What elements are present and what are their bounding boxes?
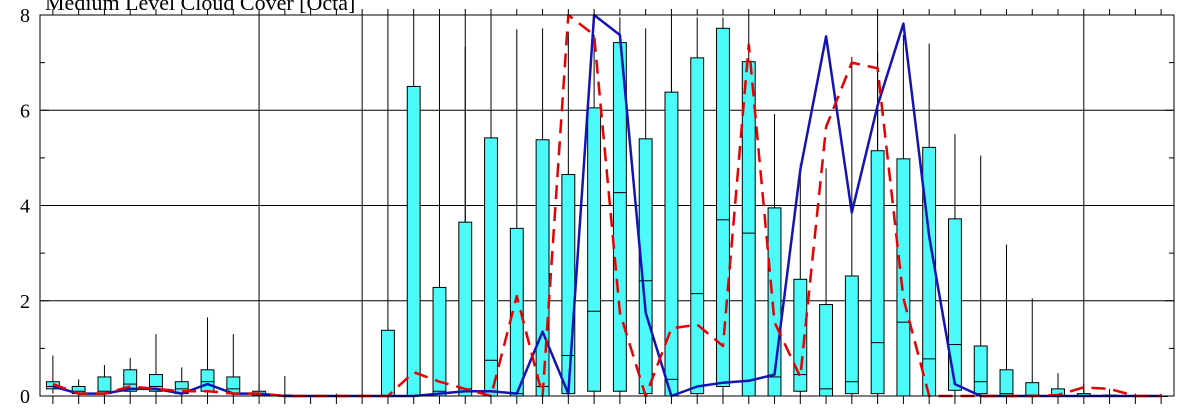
box-plot bbox=[587, 35, 602, 396]
y-tick-label: 4 bbox=[20, 196, 30, 218]
box-iqr bbox=[123, 369, 138, 392]
box-plot bbox=[999, 244, 1014, 397]
box-plot bbox=[793, 163, 808, 396]
box-plot bbox=[149, 334, 163, 396]
box-plot bbox=[612, 17, 627, 396]
box-iqr bbox=[793, 278, 808, 392]
y-tick-labels: 0 2 4 6 8 bbox=[20, 5, 30, 408]
box-iqr bbox=[819, 304, 834, 397]
box-iqr bbox=[1025, 382, 1040, 397]
grid-lines bbox=[40, 15, 1174, 396]
box-plot bbox=[123, 357, 138, 396]
box-iqr bbox=[484, 137, 498, 397]
box-plot bbox=[922, 43, 937, 397]
box-iqr bbox=[380, 329, 395, 397]
box-iqr bbox=[690, 57, 705, 395]
box-plot-layer bbox=[45, 15, 1169, 397]
box-iqr bbox=[999, 369, 1014, 397]
box-iqr bbox=[870, 150, 885, 395]
box-iqr bbox=[535, 139, 550, 397]
y-tick-label: 2 bbox=[20, 291, 30, 313]
box-iqr bbox=[149, 374, 163, 392]
box-plot bbox=[638, 28, 653, 396]
box-iqr bbox=[844, 275, 859, 395]
box-plot bbox=[690, 17, 705, 396]
box-iqr bbox=[432, 286, 447, 397]
box-iqr bbox=[947, 218, 962, 391]
box-iqr bbox=[406, 85, 421, 397]
y-tick-label: 6 bbox=[20, 100, 30, 122]
box-iqr bbox=[200, 369, 215, 392]
box-plot bbox=[844, 56, 859, 396]
box-plot bbox=[1076, 384, 1091, 397]
chart-title: Medium Level Cloud Cover [Octa] bbox=[45, 0, 355, 15]
box-iqr bbox=[664, 91, 679, 397]
box-plot bbox=[458, 46, 473, 397]
box-iqr bbox=[587, 107, 602, 392]
box-plot bbox=[973, 155, 988, 396]
box-iqr bbox=[561, 174, 576, 395]
box-plot bbox=[1051, 373, 1065, 397]
box-plot bbox=[767, 114, 782, 397]
y-tick-label: 0 bbox=[20, 386, 30, 408]
box-plot bbox=[226, 334, 241, 396]
box-plot bbox=[277, 375, 292, 397]
box-plot bbox=[484, 15, 498, 397]
box-plot bbox=[741, 15, 756, 397]
box-iqr bbox=[458, 221, 473, 397]
box-plot bbox=[716, 17, 730, 396]
box-plot bbox=[406, 15, 421, 397]
box-plot bbox=[947, 134, 962, 396]
box-plot bbox=[819, 168, 834, 397]
box-plot bbox=[509, 29, 524, 397]
box-iqr bbox=[896, 158, 911, 397]
box-plot bbox=[896, 35, 911, 397]
series-lines bbox=[52, 13, 1162, 398]
box-plot bbox=[1025, 298, 1040, 397]
box-iqr bbox=[973, 345, 988, 395]
box-plot bbox=[97, 365, 112, 396]
series-line-dashed bbox=[52, 13, 1162, 398]
box-iqr bbox=[716, 27, 730, 387]
axes bbox=[39, 9, 1175, 404]
y-tick-label: 8 bbox=[20, 5, 30, 27]
